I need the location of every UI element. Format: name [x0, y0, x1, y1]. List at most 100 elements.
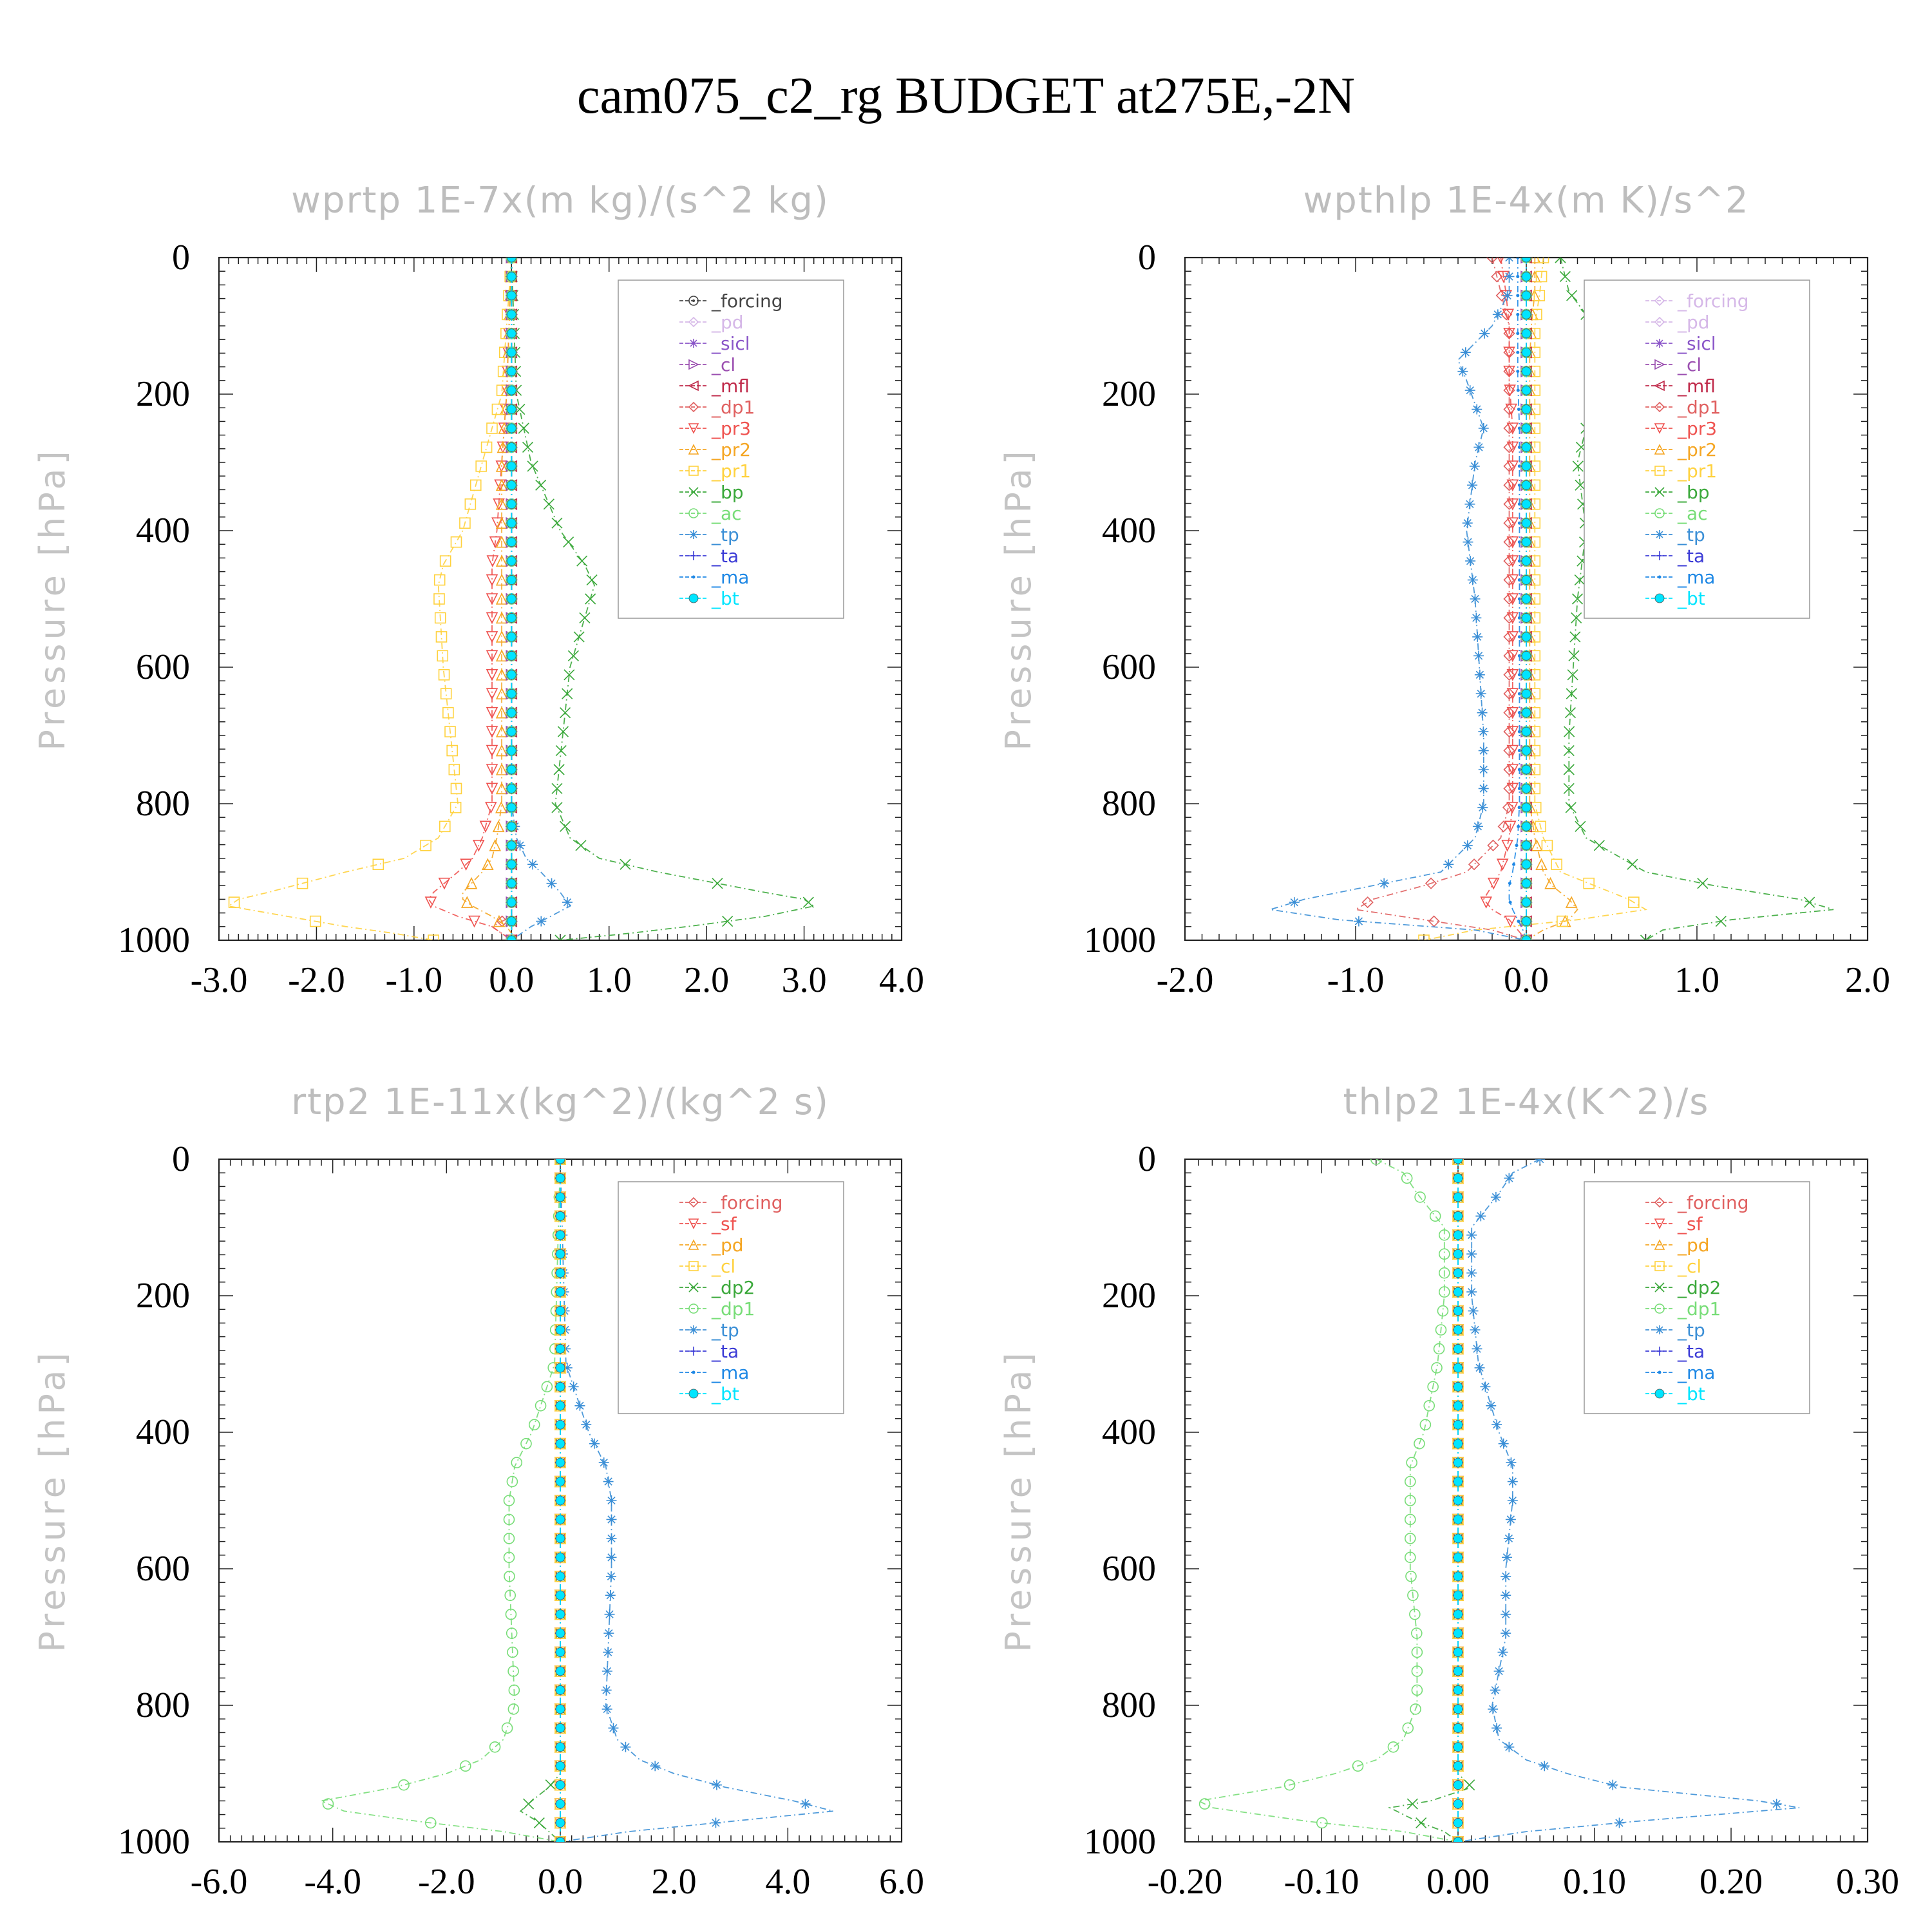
- series-line_dp2: [519, 1159, 561, 1842]
- data-point_ma: [1516, 350, 1520, 354]
- data-point_bt-shape: [506, 594, 516, 604]
- data-point_bt: [1453, 1647, 1463, 1657]
- data-point_dp1: [1405, 1570, 1417, 1582]
- data-point_bp-shape: [1559, 270, 1571, 283]
- data-point_pr3-shape: [486, 706, 498, 719]
- data-point_bt-shape: [506, 272, 516, 281]
- y-axis-label: Pressure [hPa]: [32, 447, 73, 750]
- data-point_bt-shape: [1453, 1325, 1463, 1335]
- data-point_bt: [1521, 650, 1531, 661]
- data-point_pr2-shape: [495, 478, 508, 491]
- legend-swatch-marker-shape: [688, 1261, 699, 1271]
- data-point_bp: [1572, 460, 1584, 472]
- data-point_bp: [1568, 650, 1580, 661]
- data-point_dp1-shape: [1361, 896, 1374, 909]
- data-point_bt: [506, 404, 516, 414]
- data-point_pr3-shape: [1506, 479, 1519, 492]
- data-point_bt-shape: [506, 708, 516, 718]
- data-point_pr3: [1504, 915, 1517, 928]
- legend-swatch-marker-shape: [1654, 1218, 1665, 1229]
- data-point_bt-shape: [1453, 1571, 1463, 1582]
- data-point_bt: [555, 1761, 565, 1771]
- data-point_bt-shape: [506, 461, 516, 471]
- y-tick-label: 800: [136, 1685, 190, 1725]
- data-point_dp1-shape: [1411, 1627, 1423, 1639]
- data-point_pr3: [1506, 555, 1519, 567]
- data-point_bp: [553, 764, 565, 775]
- data-point_tp: [1504, 1741, 1515, 1752]
- data-point_bt-shape: [1521, 632, 1531, 642]
- data-point_dp1-shape: [1405, 1570, 1417, 1582]
- legend-swatch-marker: [688, 593, 699, 603]
- data-point_bt-shape: [506, 537, 516, 547]
- data-point_dp1-shape: [1487, 839, 1499, 851]
- data-point_bt-shape: [1521, 537, 1531, 547]
- data-point_bt: [1453, 1495, 1463, 1506]
- data-point_bp: [1804, 896, 1815, 908]
- data-point_tp: [1498, 1438, 1509, 1449]
- data-point_dp1-shape: [504, 1570, 515, 1582]
- data-point_bt-shape: [1453, 1780, 1463, 1790]
- series_pr3: [1480, 258, 1533, 940]
- legend: _forcing_pd_sicl_cl_mfl_dp1_pr3_pr2_pr1_…: [1584, 279, 1810, 619]
- data-point_pr1: [486, 422, 498, 434]
- data-point_tp-shape: [1353, 916, 1364, 927]
- data-point_bp: [1564, 726, 1575, 737]
- data-point_bp-shape: [1555, 258, 1566, 263]
- legend-box: [618, 279, 844, 619]
- chart-panel-3: rtp2 1E-11x(kg^2)/(kg^2 s) Pressure [hPa]…: [32, 1081, 924, 1902]
- data-point_dp2: [1452, 1159, 1464, 1165]
- data-point_bt-shape: [1521, 840, 1531, 851]
- data-point_bt-shape: [555, 1533, 565, 1544]
- data-point_bp: [562, 688, 573, 699]
- data-point_dp1-shape: [504, 1589, 516, 1602]
- data-point_bt: [555, 1287, 565, 1297]
- data-point_bt: [555, 1306, 565, 1316]
- data-point_bt: [1453, 1799, 1463, 1809]
- data-point_bt-shape: [1453, 1306, 1463, 1316]
- data-point_bt-shape: [1453, 1457, 1463, 1468]
- data-point_pr1: [1557, 915, 1568, 927]
- data-point_pr3: [1506, 764, 1519, 776]
- data-point_tp-shape: [1460, 347, 1471, 358]
- data-point_pr3-shape: [1506, 460, 1519, 473]
- legend-item: _ma: [1645, 567, 1715, 588]
- data-point_tp-shape: [589, 1438, 600, 1449]
- data-point_bp: [551, 517, 563, 529]
- data-point_bt: [506, 859, 516, 869]
- data-point_pr3: [1504, 820, 1517, 833]
- data-point_ma-shape: [1516, 258, 1520, 260]
- data-point_bp: [1569, 631, 1581, 643]
- data-point_pr3: [1506, 422, 1519, 435]
- data-point_bp-shape: [579, 612, 591, 624]
- data-point_pr2: [465, 876, 478, 889]
- data-point_dp1-shape: [1439, 1286, 1450, 1298]
- legend-item: _pd: [679, 1235, 744, 1256]
- data-point_dp1-shape: [459, 1760, 471, 1772]
- data-point_bt: [506, 258, 516, 263]
- series-line_pr2: [462, 258, 513, 940]
- data-point_bt: [1453, 1571, 1463, 1582]
- data-point_bt: [506, 556, 516, 566]
- data-point_pr2: [495, 782, 508, 795]
- data-point_pr3-shape: [486, 764, 498, 776]
- data-point_tp-shape: [1289, 897, 1300, 908]
- legend-swatch-marker-shape: [1658, 575, 1662, 579]
- data-point_bt: [506, 461, 516, 471]
- data-point_bt: [1521, 366, 1531, 377]
- data-point_bt-shape: [555, 1647, 565, 1657]
- data-point_pr1: [469, 479, 482, 491]
- data-point_pr1: [433, 574, 446, 586]
- legend-swatch-marker: [1654, 1197, 1665, 1208]
- y-tick-label: 1000: [118, 920, 190, 960]
- data-point_bt-shape: [1521, 258, 1531, 263]
- data-point_bt-shape: [1521, 821, 1531, 831]
- data-point_tp: [1460, 347, 1471, 358]
- data-point_bt-shape: [555, 1192, 565, 1202]
- data-point_dp1-shape: [1468, 858, 1481, 871]
- data-point_pr2-shape: [495, 554, 508, 567]
- data-point_bt-shape: [506, 670, 516, 680]
- data-point_bt-shape: [555, 1381, 565, 1392]
- chart-panel-2: wpthlp 1E-4x(m K)/s^2 Pressure [hPa] -2.0 -…: [998, 180, 1890, 1000]
- data-point_dp1-shape: [424, 1817, 437, 1829]
